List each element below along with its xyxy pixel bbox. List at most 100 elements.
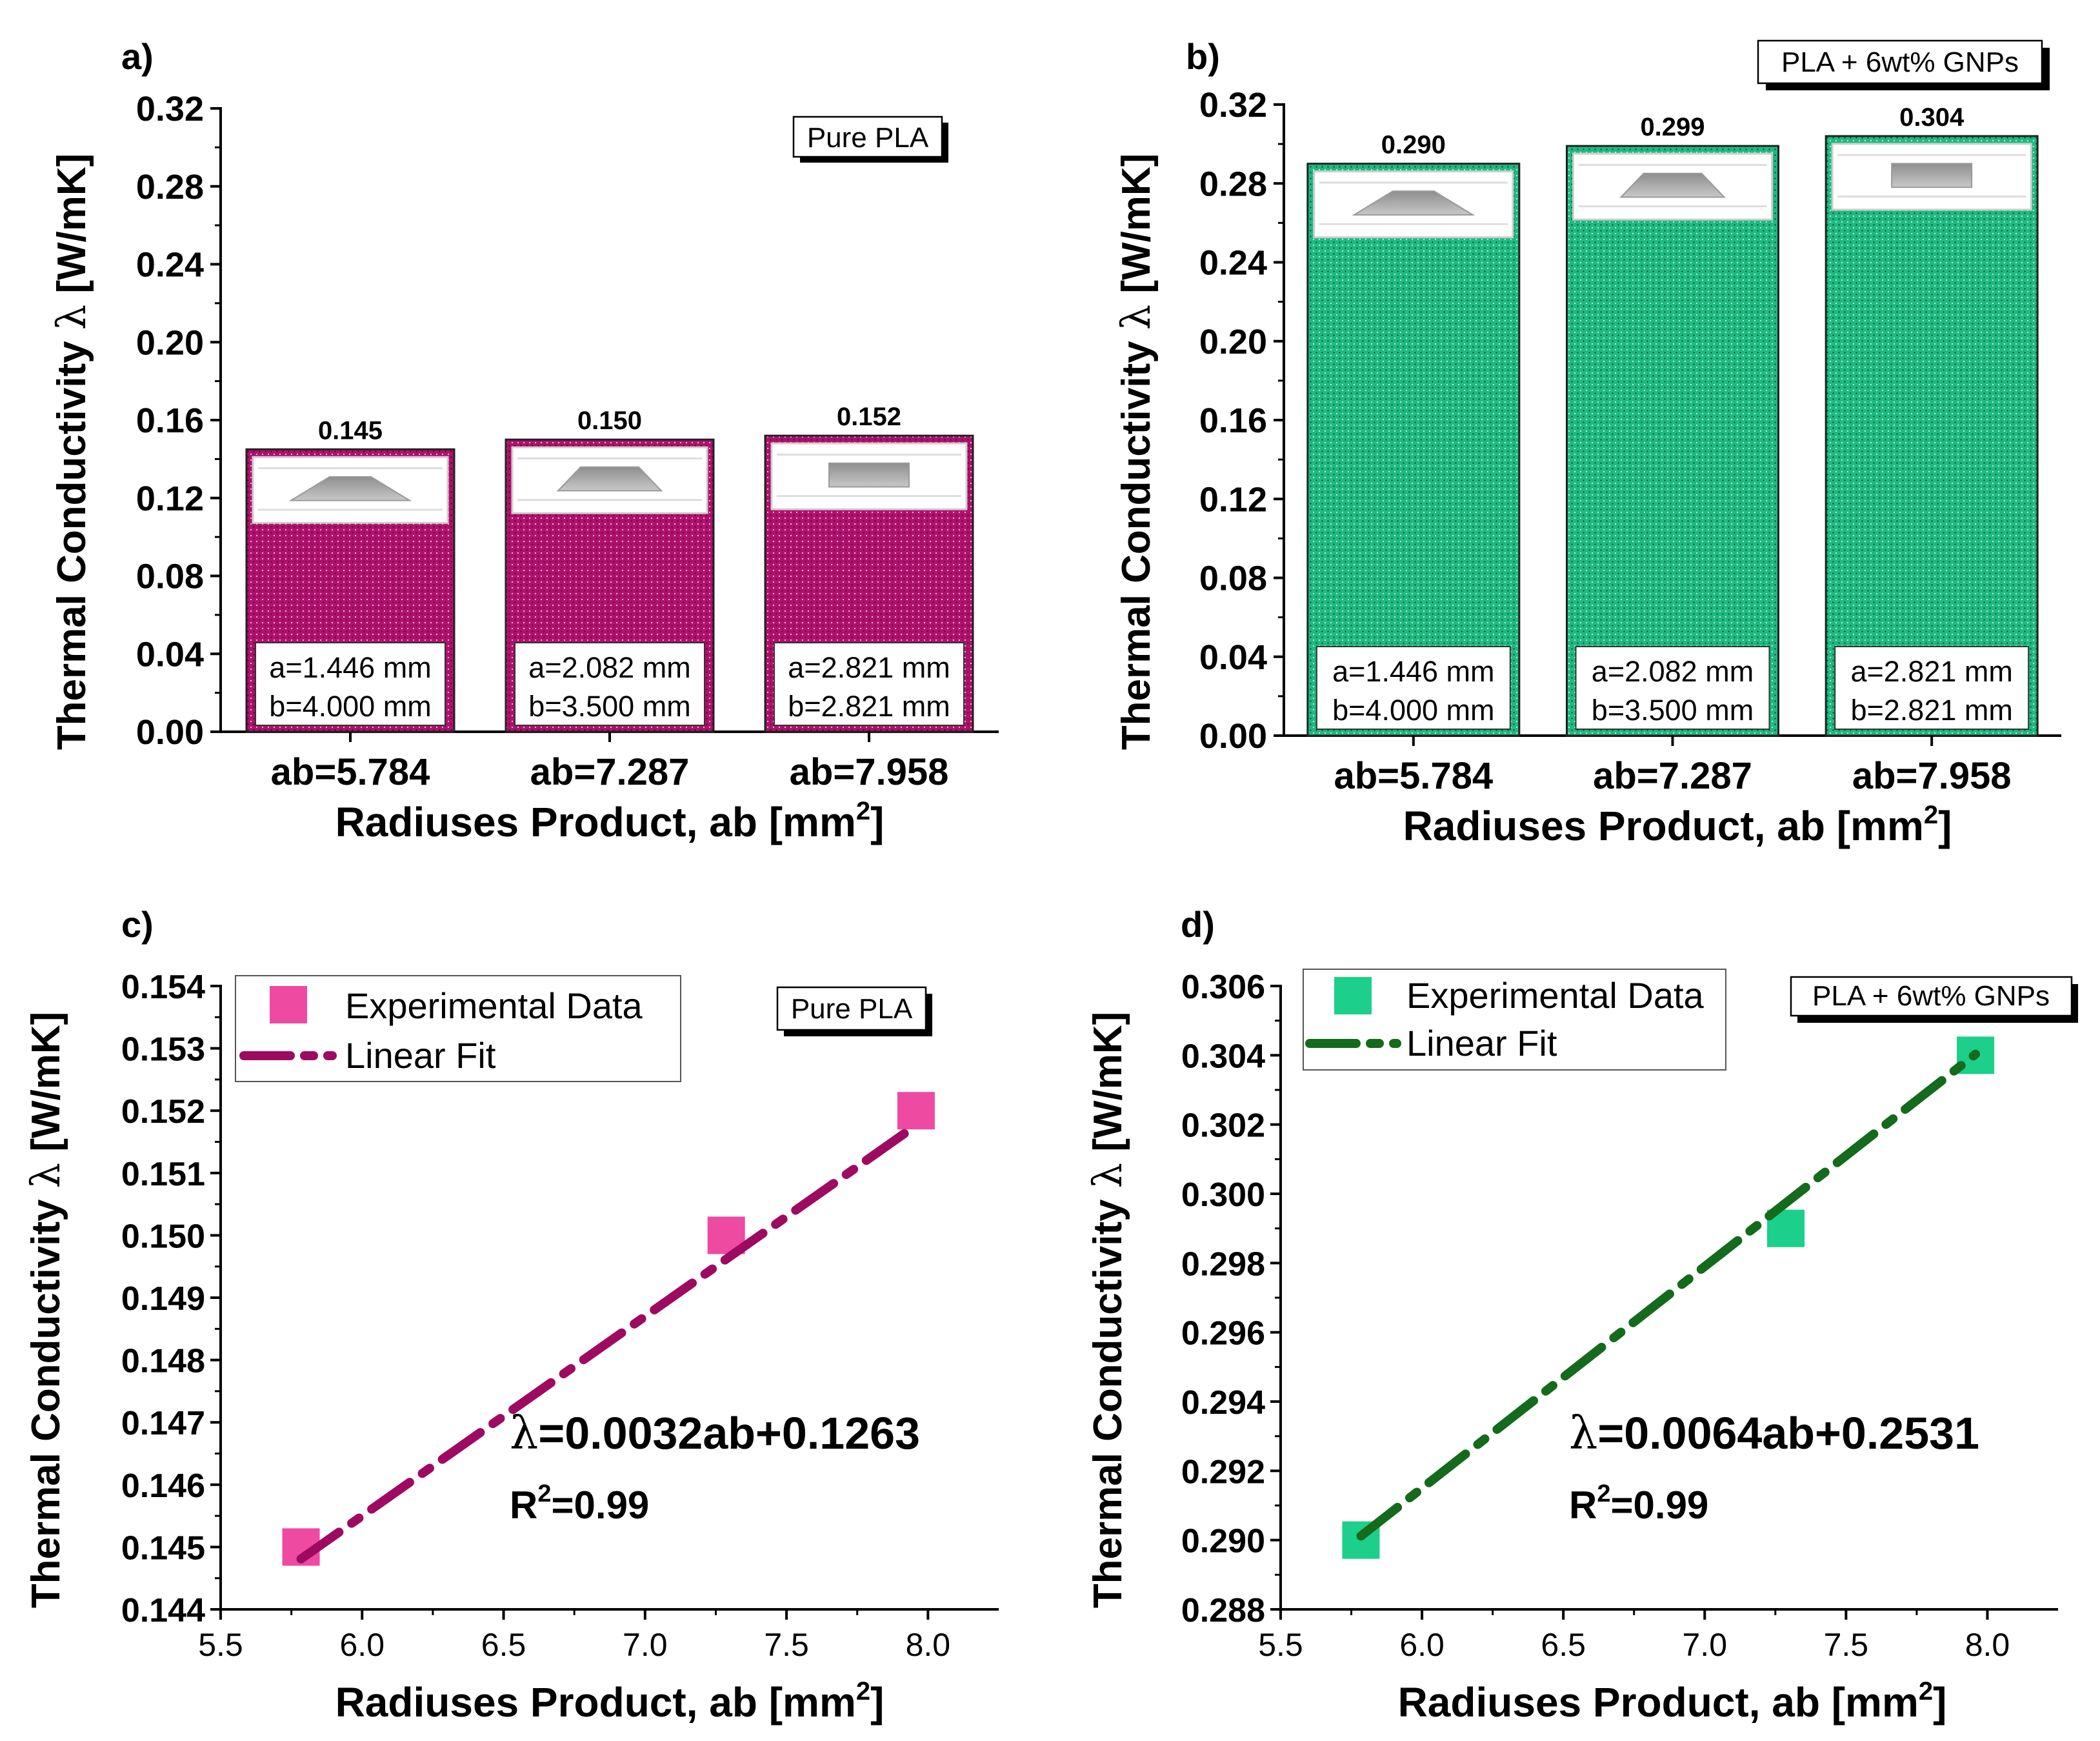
- y-tick-label: 0.144: [121, 1592, 205, 1629]
- y-tick-label: 0.08: [1199, 559, 1267, 598]
- dimension-a-label: a=2.082 mm: [528, 651, 690, 684]
- y-tick-label: 0.153: [121, 1031, 205, 1069]
- x-tick-label: 5.5: [198, 1627, 243, 1663]
- r-squared-d: R2=0.99: [1569, 1480, 1708, 1527]
- y-tick-label: 0.32: [1199, 86, 1267, 125]
- plot-area-b: 0.00 0.04 0.08 0.12 0.16 0.20 0.24 0.28 0.32 ab=5…: [1199, 86, 2061, 797]
- legend-box-b: PLA + 6wt% GNPs: [1757, 39, 2050, 90]
- legend-box-d: PLA + 6wt% GNPs: [1790, 976, 2078, 1023]
- y-tick-label: 0.149: [121, 1280, 205, 1318]
- panel-label-a: a): [121, 36, 154, 77]
- bar: [1566, 145, 1779, 737]
- y-tick-label: 0.04: [1199, 638, 1267, 677]
- x-tick-label: 5.5: [1258, 1627, 1303, 1663]
- plot-area-c: 0.144 0.145 0.146 0.147 0.148 0.149 0.150 0.151…: [121, 969, 999, 1663]
- dimension-b-label: b=2.821 mm: [788, 690, 950, 723]
- dimension-b-label: b=3.500 mm: [528, 690, 690, 723]
- legend-box-c: Pure PLA: [776, 986, 932, 1036]
- legend-label-fit-d: Linear Fit: [1406, 1023, 1557, 1063]
- legend-text-b: PLA + 6wt% GNPs: [1781, 46, 2019, 78]
- bar: [1825, 135, 2039, 737]
- y-tick-label: 0.300: [1181, 1176, 1265, 1214]
- data-label: 0.299: [1640, 113, 1705, 141]
- data-label: 0.290: [1381, 131, 1446, 159]
- y-tick-label: 0.290: [1181, 1523, 1265, 1560]
- dimension-a-label: a=2.821 mm: [788, 651, 950, 684]
- y-tick-label: 0.28: [136, 168, 204, 206]
- x-tick-label: 8.0: [906, 1627, 951, 1663]
- panel-d: d) Thermal Conductivity λ [W/mK] Radiuse…: [1084, 904, 2078, 1726]
- y-tick-label: 0.08: [136, 558, 204, 596]
- legend-label-fit-c: Linear Fit: [345, 1035, 496, 1076]
- y-tick-label: 0.24: [136, 246, 204, 285]
- fit-equation-d: λ=0.0064ab+0.2531: [1569, 1407, 1979, 1460]
- dimension-a-label: a=2.821 mm: [1850, 655, 2012, 688]
- y-axis-label-a: Thermal Conductivity λ [W/mK]: [48, 154, 95, 750]
- y-tick-label: 0.304: [1181, 1038, 1265, 1075]
- legend-d: Experimental Data Linear Fit: [1303, 969, 1726, 1071]
- y-tick-label: 0.145: [121, 1529, 205, 1567]
- dimension-b-label: b=4.000 mm: [269, 690, 431, 723]
- legend-text-c: Pure PLA: [791, 993, 913, 1025]
- x-tick-label: ab=7.287: [1593, 755, 1752, 797]
- y-tick-label: 0.147: [121, 1405, 205, 1442]
- x-tick-label: 8.0: [1965, 1627, 2010, 1663]
- y-tick-label: 0.296: [1181, 1315, 1265, 1353]
- dimension-box: [255, 642, 446, 726]
- y-tick-label: 0.28: [1199, 165, 1267, 203]
- x-tick-label: 6.0: [340, 1627, 385, 1663]
- dimension-box: [1834, 646, 2030, 730]
- dimension-b-label: b=2.821 mm: [1850, 694, 2012, 727]
- dimension-box: [1315, 646, 1511, 730]
- x-axis-label-c: Radiuses Product, ab [mm2]: [335, 1677, 885, 1726]
- dimension-a-label: a=2.082 mm: [1592, 655, 1754, 688]
- dimension-box: [514, 642, 705, 726]
- y-axis-label-c: Thermal Conductivity λ [W/mK]: [22, 1012, 69, 1609]
- y-tick-label: 0.00: [1199, 717, 1267, 756]
- y-tick-label: 0.32: [136, 90, 204, 128]
- y-tick-label: 0.302: [1181, 1107, 1265, 1145]
- y-tick-label: 0.12: [136, 479, 204, 518]
- legend-c: Experimental Data Linear Fit: [235, 975, 681, 1082]
- rectangle-shape: [1891, 163, 1973, 188]
- dimension-b-label: b=3.500 mm: [1592, 694, 1754, 727]
- y-tick-label: 0.288: [1181, 1592, 1265, 1629]
- x-tick-label: ab=5.784: [1334, 755, 1493, 797]
- y-tick-label: 0.294: [1181, 1384, 1265, 1422]
- legend-label-experimental-c: Experimental Data: [345, 985, 643, 1026]
- legend-text-d: PLA + 6wt% GNPs: [1812, 980, 2050, 1012]
- x-tick-label: ab=7.958: [790, 751, 949, 793]
- x-tick-label: ab=7.287: [530, 751, 690, 793]
- y-tick-label: 0.298: [1181, 1245, 1265, 1283]
- plot-area-d: 0.288 0.290 0.292 0.294 0.296 0.298 0.300 0.302…: [1181, 969, 2058, 1663]
- dimension-a-label: a=1.446 mm: [1332, 655, 1494, 688]
- y-tick-label: 0.152: [121, 1093, 205, 1131]
- data-label: 0.150: [577, 407, 642, 435]
- wide-trapezoid-shape: [1352, 190, 1475, 216]
- legend-text-a: Pure PLA: [807, 122, 929, 154]
- panel-a: a) Thermal Conductivity λ [W/mK] Radiuse…: [48, 36, 999, 845]
- legend-marker-experimental-c: [270, 986, 307, 1023]
- y-tick-label: 0.04: [136, 635, 204, 674]
- y-tick-label: 0.16: [136, 401, 204, 440]
- x-tick-label: 6.0: [1399, 1627, 1445, 1663]
- y-tick-label: 0.154: [121, 969, 205, 1006]
- legend-label-experimental-d: Experimental Data: [1406, 975, 1705, 1016]
- y-tick-label: 0.20: [1199, 323, 1267, 361]
- y-tick-label: 0.148: [121, 1343, 205, 1380]
- wide-trapezoid-shape: [288, 476, 412, 501]
- y-tick-label: 0.292: [1181, 1453, 1265, 1491]
- trapezoid-shape: [1619, 172, 1726, 198]
- x-tick-label: ab=5.784: [271, 751, 430, 793]
- bar: [1306, 163, 1521, 737]
- linear-fit-line: [1356, 1049, 1981, 1541]
- y-tick-label: 0.146: [121, 1467, 205, 1505]
- y-axis-label-d: Thermal Conductivity λ [W/mK]: [1084, 1012, 1131, 1609]
- rectangle-shape: [828, 462, 910, 488]
- panel-label-d: d): [1181, 904, 1215, 945]
- y-tick-label: 0.151: [121, 1156, 205, 1193]
- data-label: 0.304: [1899, 103, 1965, 132]
- x-axis-label-d: Radiuses Product, ab [mm2]: [1398, 1677, 1947, 1726]
- panel-c: c) Thermal Conductivity λ [W/mK] Radiuse…: [22, 904, 999, 1726]
